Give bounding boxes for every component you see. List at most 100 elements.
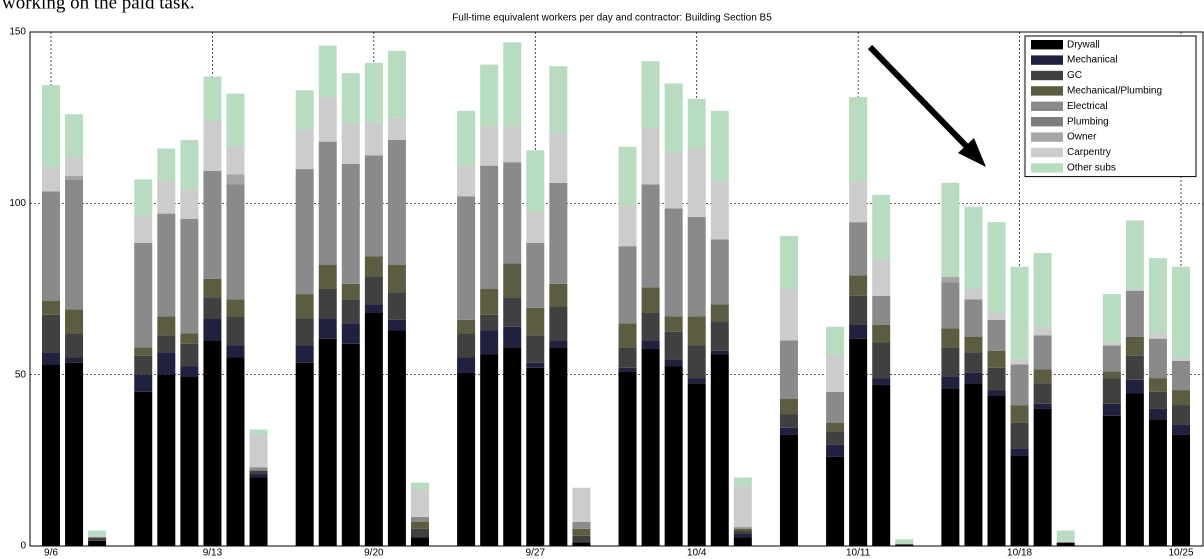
bar-segment	[872, 259, 891, 296]
bar-segment	[65, 357, 84, 363]
bar-segment	[526, 367, 545, 546]
arrow	[867, 44, 986, 167]
bar-segment	[364, 155, 383, 257]
bar-segment	[1172, 266, 1190, 358]
bar-segment	[687, 378, 706, 384]
bar-segment	[480, 354, 499, 546]
bar-segment	[65, 333, 84, 358]
bar-segment	[1102, 378, 1121, 404]
bar-segment	[318, 97, 337, 142]
bar-segment	[1102, 294, 1121, 343]
bar-segment	[549, 66, 568, 134]
bar-segment	[849, 295, 868, 325]
bar-segment	[341, 73, 360, 125]
bar-segment	[664, 83, 683, 152]
bar-segment	[226, 357, 245, 546]
bar-segment	[480, 330, 499, 355]
bar-segment	[1148, 419, 1167, 546]
legend-swatch	[1031, 147, 1063, 158]
bar-segment	[387, 292, 406, 320]
bar-segment	[318, 265, 337, 289]
bar-segment	[134, 242, 153, 348]
bar-segment	[849, 338, 868, 546]
x-tick-label: 9/13	[203, 548, 223, 559]
bar-segment	[941, 328, 960, 348]
bar-segment	[295, 129, 314, 170]
bar-segment	[641, 287, 660, 313]
bar-segment	[180, 218, 199, 334]
bar-segment	[180, 333, 199, 344]
bar-segment	[1056, 530, 1075, 541]
bar-segment	[826, 422, 845, 432]
bar-segment	[42, 85, 60, 168]
x-tick-label: 10/4	[687, 548, 707, 559]
bar-segment	[387, 50, 406, 118]
bar-segment	[65, 362, 84, 546]
bar-segment	[664, 331, 683, 360]
bar-segment	[733, 530, 752, 535]
bar-segment	[872, 324, 891, 343]
bar-segment	[457, 196, 476, 320]
bar-segment	[341, 299, 360, 324]
bar-segment	[503, 263, 522, 298]
bar-segment	[457, 165, 476, 197]
bar-segment	[318, 318, 337, 339]
bar-segment	[364, 312, 383, 546]
bar-segment	[226, 146, 245, 175]
chart-title: Full-time equivalent workers per day and…	[452, 13, 772, 24]
bar-segment	[1102, 342, 1121, 346]
bar-segment	[826, 391, 845, 423]
bar-segment	[964, 372, 983, 384]
legend-label: Electrical	[1067, 101, 1108, 112]
legend-swatch	[1031, 101, 1063, 111]
bar-segment	[664, 316, 683, 332]
bar-segment	[664, 151, 683, 209]
bar-segment	[318, 338, 337, 546]
bar-segment	[226, 316, 245, 346]
bar-segment	[1148, 333, 1167, 339]
legend: Drywall Mechanical GC Mechanical/Plumbing El…	[1024, 35, 1197, 178]
bar-segment	[249, 470, 268, 475]
bar-segment	[1148, 408, 1167, 420]
bar-segment	[42, 314, 60, 353]
bar-segment	[1172, 360, 1190, 391]
bar-segment	[1102, 345, 1121, 372]
bar-segment	[295, 362, 314, 546]
bar-segment	[710, 110, 729, 182]
bar-segment	[733, 527, 752, 529]
bar-segment	[503, 42, 522, 127]
bar-segment	[480, 64, 499, 127]
bar-segment	[318, 45, 337, 98]
bar-segment	[1125, 289, 1144, 291]
bar-segment	[480, 165, 499, 289]
bar-segment	[1125, 379, 1144, 394]
bar-segment	[733, 477, 752, 487]
bar-segment	[203, 340, 222, 546]
bar-segment	[964, 336, 983, 353]
bar-segment	[687, 98, 706, 149]
bar-segment	[318, 141, 337, 266]
bar-segment	[710, 304, 729, 322]
x-tick-label: 9/27	[526, 548, 546, 559]
bar-segment	[1125, 393, 1144, 546]
y-tick-label: 150	[9, 27, 26, 38]
bar-segment	[872, 384, 891, 546]
bar-segment	[987, 222, 1006, 313]
bar-segment	[710, 321, 729, 351]
bar-segment	[410, 537, 429, 546]
caption: working on the paid task.	[2, 0, 195, 13]
bar-segment	[1010, 455, 1029, 546]
x-tick-label: 9/20	[364, 548, 384, 559]
bar-segment	[572, 542, 591, 546]
bar-segment	[88, 540, 107, 546]
bar-segment	[664, 208, 683, 317]
legend-swatch	[1031, 117, 1063, 127]
bar-segment	[849, 181, 868, 223]
bar-segment	[710, 239, 729, 305]
bar-segment	[1033, 408, 1052, 546]
legend-label: Drywall	[1067, 39, 1100, 50]
bar-segment	[1172, 390, 1190, 406]
bar-segment	[618, 347, 637, 368]
bar-segment	[1125, 220, 1144, 289]
bar-segment	[941, 376, 960, 389]
